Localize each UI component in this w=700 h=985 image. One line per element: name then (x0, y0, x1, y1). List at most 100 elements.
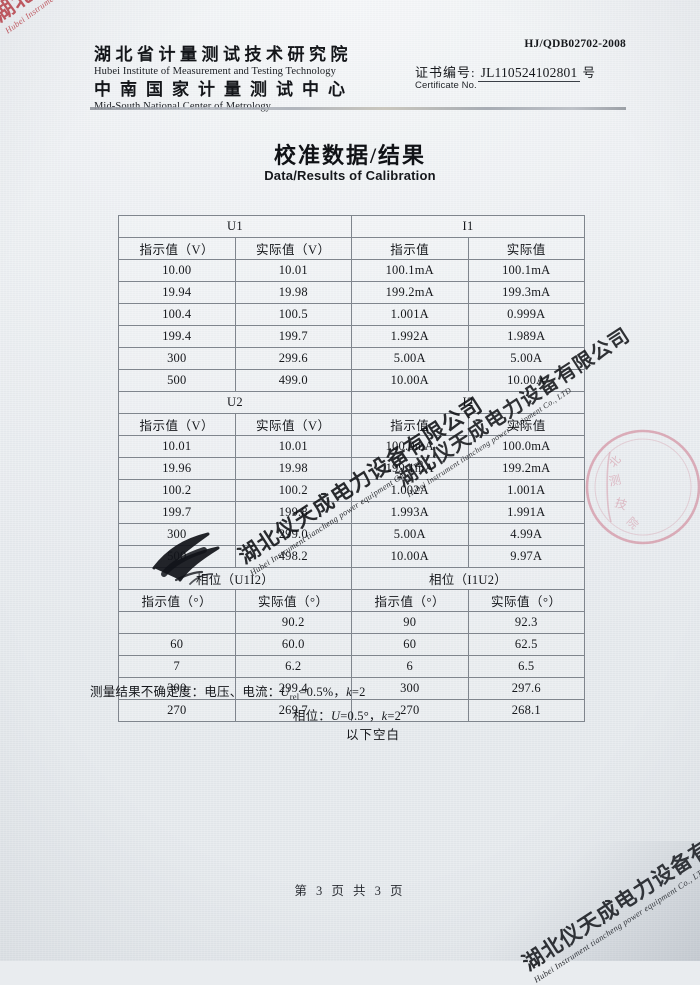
note2-k-value: =2 (387, 708, 402, 723)
table-group-label-left: U2 (118, 391, 352, 414)
table-group-header-row: U2 I2 (118, 391, 585, 414)
table-cell: 199.7 (234, 325, 352, 348)
table-column-header: 实际值（V） (234, 413, 352, 436)
table-column-header: 实际值 (467, 413, 585, 436)
table-column-header: 实际值（°） (234, 589, 352, 612)
table-row: 100.2 100.2 1.002A 1.001A (118, 479, 585, 502)
note1-prefix: 测量结果不确定度：电压、电流： (90, 685, 281, 699)
svg-text:院: 院 (624, 514, 642, 532)
table-cell: 199.1mA (351, 457, 469, 480)
table-column-header-row: 指示值（°） 实际值（°） 指示值（°） 实际值（°） (118, 589, 585, 612)
note2-value: =0.5°， (340, 708, 382, 723)
table-column-header: 实际值 (467, 237, 585, 260)
page-number-footer: 第 3 页 共 3 页 (294, 884, 406, 898)
table-cell: 199.2mA (467, 457, 585, 480)
table-cell: 199.2mA (351, 281, 469, 304)
table-cell: 7 (118, 655, 236, 678)
certificate-number-label-cn: 证书编号: (415, 65, 476, 80)
note1-subscript: rel (289, 691, 300, 702)
page-title-en: Data/Results of Calibration (264, 168, 436, 183)
table-cell: 297.6 (467, 677, 585, 700)
table-group-header-row: 相位（U1I2） 相位（I1U2） (118, 567, 585, 590)
table-row: 199.4 199.7 1.992A 1.989A (118, 325, 585, 348)
table-row: 100.4 100.5 1.001A 0.999A (118, 303, 585, 326)
table-cell: 269.7 (234, 699, 352, 722)
table-cell: 5.00A (351, 523, 469, 546)
table-cell: 199.4 (118, 325, 236, 348)
table-cell: 6.2 (234, 655, 352, 678)
certificate-number-row: 证书编号: JL110524102801 号 (415, 62, 595, 82)
table-column-header: 指示值 (351, 413, 469, 436)
table-cell: 19.98 (234, 281, 352, 304)
note2-k-symbol: k (381, 708, 388, 723)
table-row: 19.96 19.98 199.1mA 199.2mA (118, 457, 585, 480)
table-cell: 9.97A (467, 545, 585, 568)
org-name-cn-primary: 湖北省计量测试技术研究院 (94, 45, 352, 64)
table-cell: 19.96 (118, 457, 236, 480)
table-column-header: 实际值（V） (234, 237, 352, 260)
uncertainty-note-line-1: 测量结果不确定度：电压、电流：Urel=0.5%，k=2 (90, 683, 560, 707)
table-row: 90.2 90 92.3 (118, 611, 585, 634)
certificate-number-label-en: Certificate No. (415, 80, 477, 91)
table-cell: 0.999A (467, 303, 585, 326)
note1-value: =0.5%， (299, 685, 347, 699)
table-cell: 100.2 (234, 479, 352, 502)
table-cell: 100.0mA (467, 435, 585, 458)
table-cell: 60 (118, 633, 236, 656)
standard-code: HJ/QDB02702-2008 (524, 38, 626, 50)
official-red-seal-icon: 北 测 技 院 (585, 429, 700, 545)
org-name-en-secondary: Mid-South National Center of Metrology (94, 100, 354, 113)
table-column-header-row: 指示值（V） 实际值（V） 指示值 实际值 (118, 237, 585, 260)
table-row: 300 299.6 5.00A 5.00A (118, 347, 585, 370)
table-group-header-row: U1 I1 (118, 215, 585, 238)
table-cell: 199.8 (234, 501, 352, 524)
org-name-cn-secondary: 中南国家计量测试中心 (94, 80, 354, 99)
table-row: 10.00 10.01 100.1mA 100.1mA (118, 259, 585, 282)
table-cell: 10.01 (118, 435, 236, 458)
table-cell: 300 (118, 523, 236, 546)
company-watermark-red: 湖北仪天成电力设备有限公司 Hubei Instrument tiancheng… (0, 0, 240, 36)
table-column-header-row: 指示值（V） 实际值（V） 指示值 实际值 (118, 413, 585, 436)
table-cell: 1.991A (467, 501, 585, 524)
table-cell: 5.00A (467, 347, 585, 370)
uncertainty-notes: 测量结果不确定度：电压、电流：Urel=0.5%，k=2 相位：U=0.5°，k… (90, 683, 560, 745)
table-cell (118, 611, 236, 634)
note2-prefix: 相位： (292, 708, 332, 723)
table-cell: 268.1 (467, 699, 585, 722)
table-cell: 1.989A (467, 325, 585, 348)
table-cell: 100.1mA (467, 259, 585, 282)
table-cell: 5.00A (351, 347, 469, 370)
company-watermark-bottom-en: Hubei Instrument tiancheng power equipme… (531, 864, 700, 985)
table-cell: 299.0 (234, 523, 352, 546)
table-cell: 6 (351, 655, 469, 678)
table-cell: 60 (351, 633, 469, 656)
table-column-header: 实际值（°） (467, 589, 585, 612)
table-cell: 199.7 (118, 501, 236, 524)
table-cell: 100.2 (118, 479, 236, 502)
table-row: 19.94 19.98 199.2mA 199.3mA (118, 281, 585, 304)
table-row: 300 299.0 5.00A 4.99A (118, 523, 585, 546)
note1-symbol: U (280, 685, 290, 699)
uncertainty-note-line-2: 相位：U=0.5°，k=2 (90, 707, 560, 726)
table-cell: 62.5 (467, 633, 585, 656)
header-divider-rule (90, 107, 626, 110)
table-cell: 199.3mA (467, 281, 585, 304)
table-cell: 299.6 (234, 347, 352, 370)
blank-below-note: 以下空白 (345, 727, 400, 742)
note1-k-value: =2 (351, 685, 366, 699)
table-cell: 100.5 (234, 303, 352, 326)
table-cell: 100.1mA (351, 259, 469, 282)
company-watermark-red-en: Hubei Instrument tiancheng power equipme… (3, 0, 240, 36)
table-row: 199.7 199.8 1.993A 1.991A (118, 501, 585, 524)
table-cell: 300 (118, 347, 236, 370)
table-cell: 1.001A (467, 479, 585, 502)
calibration-data-table: U1 I1 指示值（V） 实际值（V） 指示值 实际值 10.00 10.01 100.1mA 1… (118, 215, 585, 722)
svg-text:技: 技 (613, 496, 629, 513)
table-cell: 6.5 (467, 655, 585, 678)
table-row: 60 60.0 60 62.5 (118, 633, 585, 656)
svg-text:测: 测 (607, 472, 622, 488)
note2-symbol: U (331, 708, 341, 723)
note1-k-symbol: k (346, 685, 352, 699)
table-cell: 10.01 (234, 435, 352, 458)
table-cell: 10.01 (234, 259, 352, 282)
